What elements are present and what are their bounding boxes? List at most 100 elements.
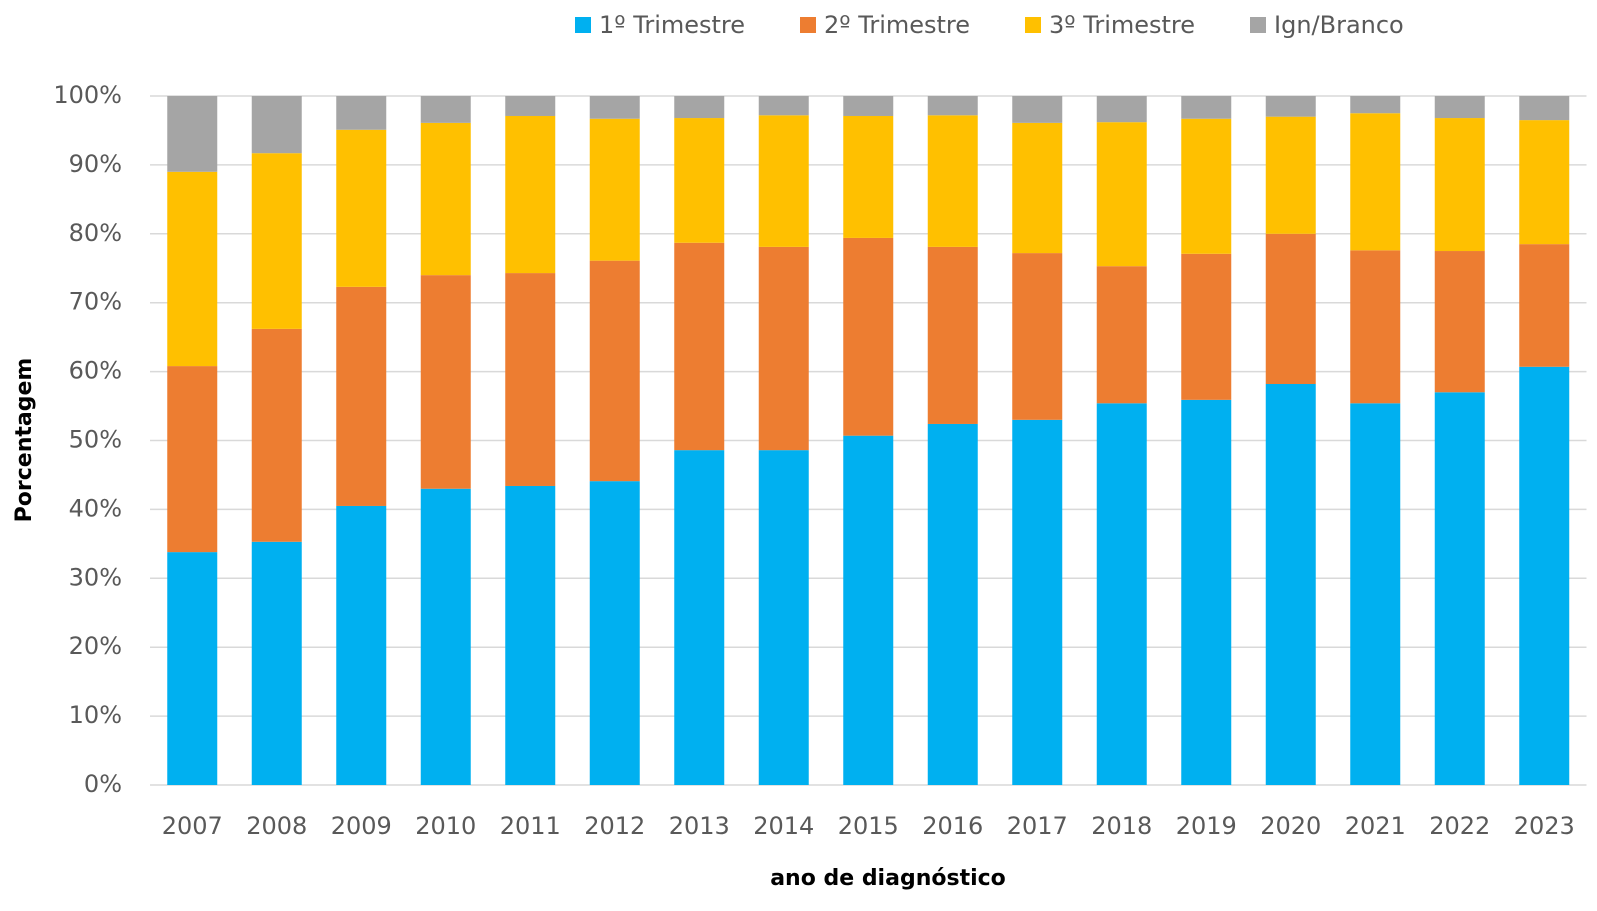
x-tick-label: 2015 (838, 812, 899, 840)
bar-segment (1012, 96, 1063, 123)
x-tick-label: 2008 (246, 812, 307, 840)
y-tick-label: 80% (69, 219, 122, 247)
legend-swatch (800, 17, 816, 33)
legend-swatch (1250, 17, 1266, 33)
legend-label: 3º Trimestre (1049, 11, 1195, 39)
bar-segment (674, 96, 725, 119)
legend-label: Ign/Branco (1274, 11, 1404, 39)
bar-segment (1012, 253, 1063, 420)
bar-segment (1350, 96, 1401, 114)
bar-segment (927, 96, 978, 116)
bar-segment (505, 485, 556, 785)
bar-segment (589, 481, 640, 785)
y-tick-label: 20% (69, 632, 122, 660)
bar-segment (420, 122, 471, 276)
bar-segment (1519, 244, 1570, 367)
bar-segment (927, 423, 978, 785)
bar-segment (1519, 366, 1570, 785)
bar-segment (420, 96, 471, 123)
bar-segment (1181, 399, 1232, 785)
x-tick-label: 2020 (1260, 812, 1321, 840)
bar-segment (1434, 96, 1485, 119)
bar-segment (336, 505, 387, 785)
bar-segment (1096, 403, 1147, 785)
x-tick-label: 2018 (1091, 812, 1152, 840)
x-tick-label: 2009 (331, 812, 392, 840)
bar-segment (251, 328, 302, 542)
bar-segment (1350, 403, 1401, 785)
x-tick-label: 2017 (1007, 812, 1068, 840)
bar-segment (167, 366, 218, 553)
x-tick-label: 2023 (1514, 812, 1575, 840)
bar-segment (674, 450, 725, 785)
bar-segment (1181, 96, 1232, 119)
legend-swatch (1025, 17, 1041, 33)
bar-segment (336, 286, 387, 506)
legend-label: 1º Trimestre (599, 11, 745, 39)
bar-segment (167, 552, 218, 785)
x-tick-label: 2012 (584, 812, 645, 840)
x-tick-label: 2016 (922, 812, 983, 840)
bar-segment (1350, 250, 1401, 404)
bar-segment (843, 237, 894, 436)
y-tick-label: 60% (69, 357, 122, 385)
x-tick-label: 2011 (500, 812, 561, 840)
y-tick-label: 10% (69, 701, 122, 729)
y-tick-label: 40% (69, 494, 122, 522)
x-tick-label: 2007 (162, 812, 223, 840)
bar-segment (927, 115, 978, 247)
bar-segment (1181, 253, 1232, 400)
bar-segment (674, 118, 725, 243)
bar-segment (843, 115, 894, 238)
y-tick-label: 50% (69, 426, 122, 454)
y-tick-label: 70% (69, 288, 122, 316)
bar-segment (167, 171, 218, 367)
x-tick-label: 2010 (415, 812, 476, 840)
bar-segment (505, 273, 556, 486)
bar-segment (505, 96, 556, 116)
y-tick-label: 90% (69, 150, 122, 178)
x-tick-label: 2022 (1429, 812, 1490, 840)
bar-segment (843, 435, 894, 785)
bar-segment (1265, 116, 1316, 234)
bar-segment (336, 96, 387, 130)
y-tick-label: 0% (84, 770, 122, 798)
x-tick-label: 2021 (1345, 812, 1406, 840)
bar-segment (1434, 251, 1485, 393)
y-tick-label: 100% (53, 81, 122, 109)
bar-segment (1434, 392, 1485, 785)
bar-segment (251, 153, 302, 329)
bar-segment (505, 115, 556, 274)
bar-segment (251, 541, 302, 785)
bar-segment (336, 129, 387, 287)
bar-segment (251, 96, 302, 154)
bar-segment (1265, 384, 1316, 785)
bar-segment (758, 115, 809, 247)
bar-segment (758, 246, 809, 451)
bar-segment (843, 96, 894, 116)
x-tick-label: 2013 (669, 812, 730, 840)
x-axis-title: ano de diagnóstico (770, 866, 1006, 891)
y-axis-title: Porcentagem (12, 358, 37, 523)
bar-segment (1012, 419, 1063, 785)
legend-swatch (575, 17, 591, 33)
bar-segment (1096, 266, 1147, 404)
bar-segment (589, 118, 640, 261)
bar-segment (927, 246, 978, 424)
bar-segment (1096, 122, 1147, 267)
bar-segment (758, 450, 809, 785)
bar-segment (758, 96, 809, 116)
bar-segment (1265, 96, 1316, 117)
bar-segment (1350, 113, 1401, 251)
x-tick-label: 2019 (1176, 812, 1237, 840)
bar-segment (1519, 120, 1570, 245)
bar-segment (589, 260, 640, 482)
legend-label: 2º Trimestre (824, 11, 970, 39)
bar-segment (420, 488, 471, 785)
bar-segment (1265, 233, 1316, 385)
bar-segment (420, 275, 471, 489)
bar-segment (1012, 122, 1063, 254)
x-tick-label: 2014 (753, 812, 814, 840)
bar-segment (1434, 118, 1485, 252)
